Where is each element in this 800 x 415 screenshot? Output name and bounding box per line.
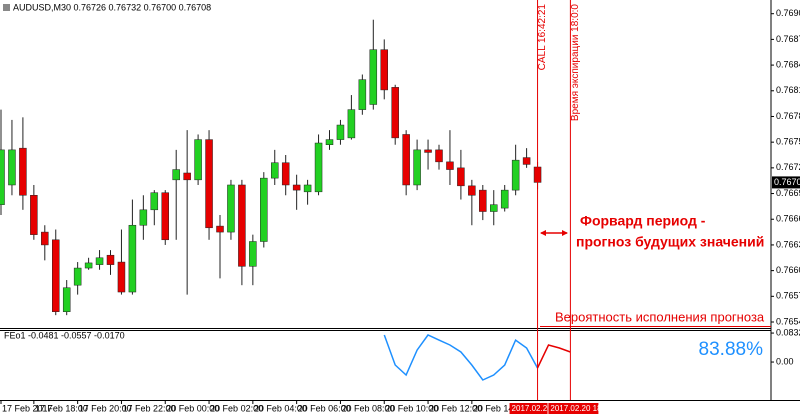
y-tick-label: 0.76725 [776,162,800,172]
y-tick-label: 0.76755 [776,137,800,147]
candle-body [260,177,268,242]
candle-body [522,157,531,165]
y-tick-label: 0.76605 [776,265,800,275]
marker-label: Время экспирации 18:0:0 [570,4,581,121]
x-tick-label: 20 Feb 10:00 [385,403,438,413]
x-tick-label: 20 Feb 04:00 [254,403,307,413]
y2-tick-label: 0.00 [776,356,794,366]
candle-body [490,204,498,212]
x-tick-label: 17 Feb 18:00 [35,403,88,413]
candle-body [281,162,290,186]
candle-body [347,109,356,139]
symbol-icon [3,4,10,11]
candle-body [292,184,301,191]
candle-body [30,195,38,235]
candle-body [391,87,399,139]
forecast-line [536,344,571,369]
candle-body [249,241,257,267]
candle-body [271,162,279,179]
x-tick-label: 20 Feb 02:00 [210,403,263,413]
candle-body [106,254,115,265]
arrow-heads [540,230,568,236]
candle-body [238,184,246,267]
x-tick-label: 20 Feb 00:00 [166,403,219,413]
candle-body [511,159,520,191]
candle-body [468,185,476,196]
candle-body [73,267,82,286]
chart-title: AUDUSD,M30 0.76726 0.76732 0.76700 0.767… [13,2,211,12]
x-tick-label: 20 Feb 14:00 [473,403,526,413]
candle-body [84,262,93,269]
probability-value: 83.88% [699,339,764,360]
candle-body [479,189,487,212]
y-tick-label: 0.76875 [776,34,800,44]
candle-body [402,134,410,186]
y-tick-label: 0.76845 [776,59,800,69]
candle-body [446,161,454,170]
candle-body [413,149,421,186]
last-price-box [772,176,800,189]
candle-body [457,167,465,187]
candle-body [336,124,345,140]
x-tick-label: 17 Feb 2017 [2,403,53,413]
candle-body [205,139,213,229]
candle-body [0,149,5,205]
indicator-title: FEo1 -0.0481 -0.0557 -0.0170 [4,330,125,340]
y2-tick-label: 0.0832 [776,327,800,337]
candle-body [424,149,432,153]
forward-arrow [540,230,568,236]
candle-body [95,257,104,265]
candle-body [358,79,367,110]
candle-body [369,49,378,105]
y-tick-label: 0.76635 [776,239,800,249]
candle-body [227,184,235,233]
y-tick-label: 0.76575 [776,291,800,301]
candle-body [41,231,49,246]
candle-body [314,142,323,193]
marker-time-label: 2017.02.20 18:00 [550,404,613,413]
marker-label: CALL 16:42:21 [537,4,548,71]
y-tick-label: 0.76545 [776,316,800,326]
candle-body [435,149,443,163]
y-tick-label: 0.76785 [776,111,800,121]
candle-body [325,139,334,145]
probability-title: Вероятность исполнения прогноза [555,309,765,324]
candle-body [62,287,71,312]
candle-body [194,139,202,181]
x-tick-label: 20 Feb 06:00 [298,403,351,413]
forward-label: Форвард период - [580,213,706,229]
marker-time-label: 2017.02.20 [512,404,553,413]
x-tick-label: 20 Feb 08:00 [341,403,394,413]
candle-body [380,49,388,91]
candle-body [500,189,509,209]
y-tick-label: 0.76905 [776,8,800,18]
y-tick-label: 0.76695 [776,188,800,198]
candle-body [150,192,159,211]
marker-time-box [548,403,599,414]
x-tick-label: 17 Feb 20:00 [79,403,132,413]
forward-label: прогноз будущих значений [576,234,764,250]
x-tick-label: 20 Feb 12:00 [429,403,482,413]
candle-body [8,149,16,186]
candle-body [183,172,191,181]
y-tick-label: 0.76665 [776,214,800,224]
candle-body [216,225,224,233]
candle-body [52,239,60,312]
candle-body [128,224,137,293]
candle-body [161,192,169,241]
candle-body [303,184,312,193]
candle-body [139,209,148,226]
last-price-label: 0.76708 [774,177,800,187]
candle-body [117,261,126,293]
candle-body [172,169,180,181]
indicator-line [383,334,539,381]
x-tick-label: 17 Feb 22:00 [122,403,175,413]
y-tick-label: 0.76815 [776,85,800,95]
candle-body [19,147,27,196]
marker-time-box [509,403,548,414]
